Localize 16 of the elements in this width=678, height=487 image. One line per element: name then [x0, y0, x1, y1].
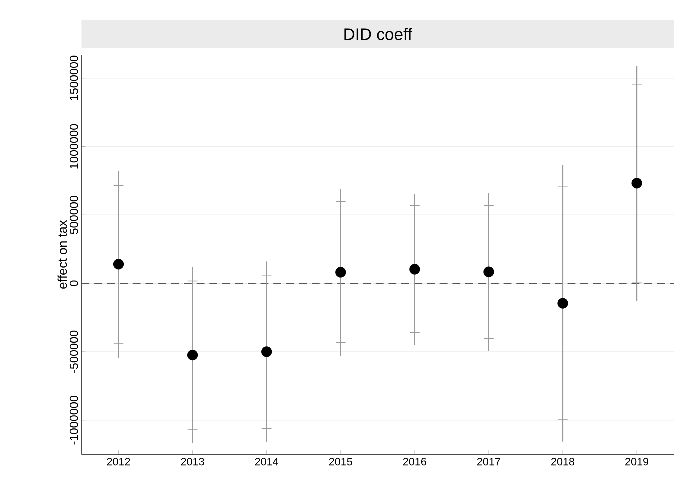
- y-tick-label: 1500000: [70, 56, 78, 100]
- y-tick-label: 500000: [70, 196, 78, 234]
- y-tick-label: -500000: [70, 330, 78, 374]
- x-tick-label: 2012: [107, 458, 130, 466]
- x-tick-label: 2013: [181, 458, 204, 466]
- y-tick-label: 1000000: [70, 124, 78, 169]
- x-tick-label: 2014: [255, 458, 279, 466]
- y-axis-title: effect on tax: [58, 220, 68, 289]
- x-tick-label: 2018: [552, 458, 575, 466]
- chart-title: DID coeff: [344, 28, 413, 40]
- x-tick-label: 2015: [329, 458, 352, 466]
- y-tick-label: 0: [70, 280, 78, 286]
- x-tick-label: 2017: [478, 458, 500, 466]
- y-tick-label: -1000000: [70, 396, 78, 445]
- x-tick-label: 2019: [626, 458, 649, 466]
- x-tick-label: 2016: [403, 458, 426, 466]
